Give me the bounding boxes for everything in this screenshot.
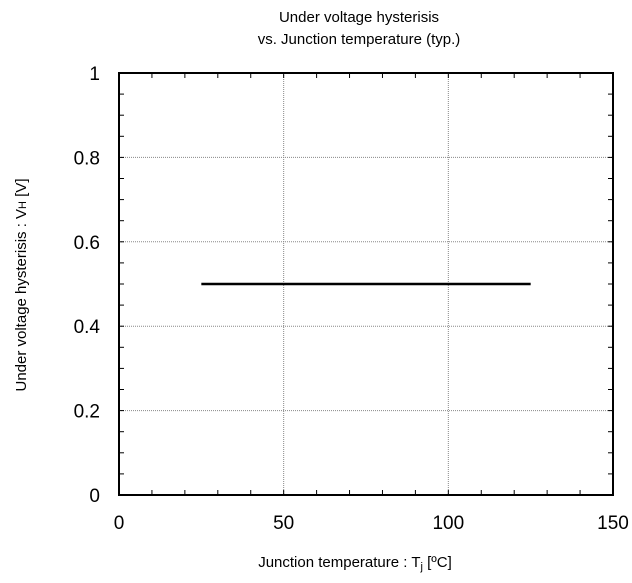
x-axis-label-subscript: j [420,561,423,573]
x-axis-label: Junction temperature : Tj [ºC] [258,554,452,573]
plot-frame [118,72,614,496]
x-axis-label-unit: [ºC] [423,554,452,571]
x-tick-label: 100 [432,513,464,534]
chart-title: Under voltage hysterisis vs. Junction te… [258,9,461,48]
y-tick-labels: 0 0.2 0.4 0.6 0.8 1 [74,64,101,507]
x-tick-label: 150 [597,513,629,534]
y-axis-label: Under voltage hysterisis : VH [V] [13,178,30,391]
y-axis-label-main: Under voltage hysterisis : V [13,209,30,392]
x-tick-labels: 0 50 100 150 [114,513,629,534]
x-tick-label: 0 [114,513,125,534]
y-tick-label: 0.2 [74,402,100,423]
y-tick-label: 1 [89,64,100,85]
y-axis-label-subscript: H [17,201,29,209]
y-tick-label: 0.8 [74,148,100,169]
chart-title-line-2: vs. Junction temperature (typ.) [258,31,461,48]
y-axis-label-unit: [V] [13,178,30,201]
chart-title-line-1: Under voltage hysterisis [279,9,439,26]
y-tick-label: 0 [89,486,100,507]
y-tick-label: 0.4 [74,317,101,338]
x-tick-label: 50 [273,513,294,534]
y-tick-label: 0.6 [74,233,100,254]
x-axis-label-main: Junction temperature : T [258,554,420,571]
